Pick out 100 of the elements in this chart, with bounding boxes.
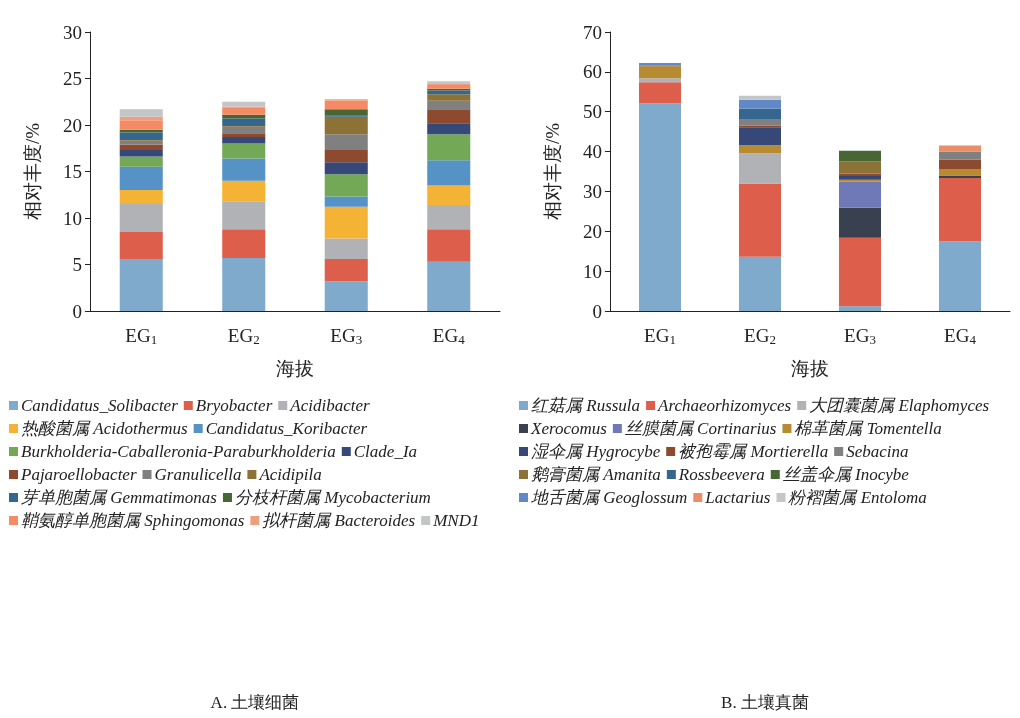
bar bbox=[119, 132, 163, 140]
legend-label: 鞘氨醇单胞菌属 Sphingomonas bbox=[21, 511, 245, 530]
x-axis-title: 海拔 bbox=[276, 358, 314, 379]
bar bbox=[222, 201, 266, 230]
bar bbox=[119, 156, 163, 167]
x-axis-title: 海拔 bbox=[791, 358, 829, 379]
bar bbox=[119, 109, 163, 117]
bar bbox=[427, 160, 471, 186]
bar bbox=[222, 118, 266, 126]
bar bbox=[639, 78, 681, 83]
bar bbox=[222, 143, 266, 159]
bar bbox=[222, 257, 266, 311]
bar bbox=[739, 108, 781, 119]
bar bbox=[839, 150, 881, 162]
legend-label: Granulicella bbox=[154, 465, 242, 484]
bar bbox=[222, 229, 266, 258]
bar bbox=[324, 100, 368, 110]
legend-label: MND1 bbox=[432, 511, 480, 530]
y-tick-label: 5 bbox=[72, 254, 82, 275]
bar bbox=[939, 159, 981, 170]
y-axis-title: 相对丰度/% bbox=[22, 122, 43, 221]
legend-label: Candidatus_Solibacter bbox=[21, 396, 179, 415]
bar bbox=[324, 281, 368, 311]
bar bbox=[324, 258, 368, 282]
legend-label: Archaeorhizomyces bbox=[657, 396, 792, 415]
bar bbox=[119, 144, 163, 151]
bar bbox=[739, 95, 781, 100]
bar bbox=[427, 185, 471, 205]
legend-label: Candidatus_Koribacter bbox=[205, 419, 368, 438]
bar bbox=[119, 140, 163, 145]
bar bbox=[939, 145, 981, 152]
bar bbox=[427, 94, 471, 101]
y-tick-label: 0 bbox=[72, 300, 82, 322]
bar bbox=[839, 161, 881, 174]
legend-label: 芽单胞菌属 Gemmatimonas bbox=[21, 488, 218, 507]
legend-label: Bryobacter bbox=[195, 396, 273, 415]
legend-label: Rossbeevera bbox=[677, 465, 765, 484]
bar bbox=[639, 82, 681, 104]
bar bbox=[427, 123, 471, 135]
bar bbox=[739, 183, 781, 257]
legend-label: 鹅膏菌属 Amanita bbox=[531, 465, 661, 484]
legend-label: 分枝杆菌属 Mycobacterium bbox=[234, 488, 431, 507]
bar bbox=[324, 238, 368, 259]
legend-label: 拟杆菌属 Bacteroides bbox=[262, 511, 416, 530]
legend-label: 湿伞属 Hygrocybe bbox=[531, 442, 661, 461]
bar bbox=[427, 229, 471, 262]
bar bbox=[939, 241, 981, 311]
y-tick-label: 40 bbox=[583, 141, 602, 163]
bar bbox=[939, 151, 981, 160]
bar bbox=[324, 134, 368, 151]
bar bbox=[427, 134, 471, 161]
bar bbox=[839, 237, 881, 307]
bar bbox=[739, 127, 781, 146]
bar bbox=[222, 137, 266, 144]
y-tick-label: 30 bbox=[583, 180, 602, 202]
bar bbox=[119, 190, 163, 205]
bar bbox=[939, 175, 981, 178]
bar bbox=[839, 207, 881, 238]
legend-label: Sebacina bbox=[846, 442, 909, 461]
legend-label: Lactarius bbox=[704, 488, 771, 507]
legend-label: Acidipila bbox=[258, 465, 322, 484]
bar bbox=[324, 174, 368, 197]
text: A. 土壤细菌 bbox=[210, 693, 300, 712]
bar bbox=[119, 150, 163, 157]
bar bbox=[739, 99, 781, 109]
legend-label: 丝盖伞属 Inocybe bbox=[782, 465, 910, 484]
legend-label: Acidibacter bbox=[289, 396, 370, 415]
bar bbox=[324, 109, 368, 116]
bar bbox=[324, 116, 368, 135]
y-tick-label: 10 bbox=[63, 207, 82, 229]
bar bbox=[222, 133, 266, 138]
y-tick-label: 10 bbox=[583, 260, 602, 282]
legend-label: Pajaroellobacter bbox=[20, 465, 137, 484]
bar bbox=[222, 126, 266, 134]
y-tick-label: 60 bbox=[583, 61, 602, 83]
bar bbox=[639, 103, 681, 311]
bar bbox=[324, 206, 368, 239]
bar bbox=[839, 173, 881, 176]
legend-label: 被孢霉属 Mortierella bbox=[678, 442, 829, 461]
legend-label: 热酸菌属 Acidothermus bbox=[21, 419, 189, 438]
legend-label: 丝膜菌属 Cortinarius bbox=[624, 419, 777, 438]
legend-label: 红菇属 Russula bbox=[531, 396, 641, 415]
bar bbox=[119, 120, 163, 130]
bar bbox=[839, 306, 881, 311]
y-tick-label: 20 bbox=[63, 114, 82, 136]
text: B. 土壤真菌 bbox=[721, 693, 809, 712]
bar bbox=[119, 258, 163, 311]
bar bbox=[639, 66, 681, 79]
legend-label: 粉褶菌属 Entoloma bbox=[788, 488, 927, 507]
bar bbox=[119, 204, 163, 232]
legend-label: 大团囊菌属 Elaphomyces bbox=[809, 396, 990, 415]
bar bbox=[427, 109, 471, 124]
y-tick-label: 0 bbox=[592, 300, 602, 322]
legend-label: Xerocomus bbox=[530, 419, 608, 438]
bar bbox=[222, 107, 266, 115]
bar bbox=[119, 166, 163, 191]
legend-label: 地舌菌属 Geoglossum bbox=[531, 488, 688, 507]
bar bbox=[427, 204, 471, 230]
legend-label: 棉革菌属 Tomentella bbox=[794, 419, 942, 438]
bar bbox=[324, 162, 368, 175]
